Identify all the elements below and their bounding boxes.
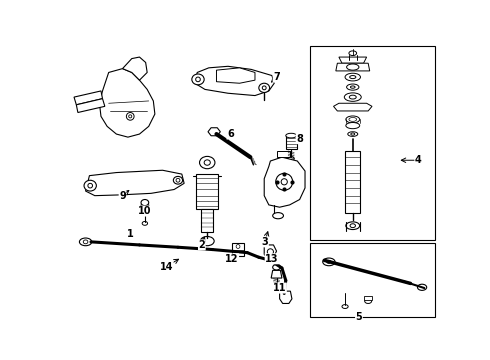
Text: 12: 12 (225, 254, 239, 264)
Ellipse shape (196, 77, 200, 82)
Ellipse shape (349, 95, 356, 99)
Ellipse shape (262, 86, 266, 90)
Polygon shape (339, 57, 367, 63)
Ellipse shape (141, 199, 149, 206)
Ellipse shape (288, 157, 294, 161)
Ellipse shape (192, 74, 204, 85)
Text: 8: 8 (296, 134, 303, 144)
Polygon shape (208, 128, 220, 136)
Ellipse shape (348, 132, 358, 136)
Text: 10: 10 (138, 206, 151, 216)
Polygon shape (276, 151, 290, 157)
Ellipse shape (199, 156, 215, 169)
Polygon shape (122, 57, 147, 80)
Bar (345, 151, 361, 213)
Ellipse shape (176, 178, 180, 182)
Ellipse shape (350, 76, 356, 78)
Text: 5: 5 (356, 311, 362, 321)
Ellipse shape (417, 284, 427, 291)
Ellipse shape (286, 133, 296, 138)
Ellipse shape (346, 84, 359, 90)
Polygon shape (334, 103, 372, 111)
Text: 4: 4 (415, 155, 421, 165)
Ellipse shape (281, 179, 287, 185)
Ellipse shape (350, 86, 355, 88)
Ellipse shape (326, 260, 331, 264)
Text: 11: 11 (273, 283, 286, 293)
Text: 2: 2 (198, 240, 205, 250)
Polygon shape (264, 245, 276, 259)
Polygon shape (271, 270, 282, 278)
Text: 14: 14 (160, 261, 173, 271)
Ellipse shape (173, 176, 183, 184)
Polygon shape (74, 91, 102, 105)
Ellipse shape (204, 160, 210, 165)
Polygon shape (99, 69, 155, 137)
Polygon shape (280, 291, 292, 303)
Ellipse shape (84, 180, 97, 191)
Ellipse shape (351, 133, 355, 135)
Ellipse shape (349, 117, 357, 121)
Ellipse shape (259, 83, 270, 93)
Ellipse shape (346, 64, 359, 70)
Text: 6: 6 (227, 129, 234, 139)
Ellipse shape (349, 51, 357, 55)
Polygon shape (365, 296, 372, 300)
Text: 1: 1 (127, 229, 134, 239)
Bar (311, 45, 435, 239)
Ellipse shape (276, 173, 293, 190)
Polygon shape (86, 170, 184, 195)
Ellipse shape (83, 240, 88, 244)
Polygon shape (195, 66, 274, 95)
Ellipse shape (346, 222, 360, 230)
Text: 7: 7 (273, 72, 280, 82)
Polygon shape (336, 63, 370, 71)
Bar (311, 243, 435, 316)
Bar (196, 174, 218, 209)
Ellipse shape (350, 224, 355, 228)
Ellipse shape (268, 249, 273, 255)
Ellipse shape (88, 183, 93, 188)
Ellipse shape (129, 115, 132, 118)
Ellipse shape (323, 258, 335, 266)
Polygon shape (232, 243, 244, 256)
Ellipse shape (273, 287, 280, 291)
Ellipse shape (272, 265, 280, 270)
Polygon shape (217, 68, 255, 83)
Ellipse shape (365, 299, 371, 303)
Bar (286, 136, 296, 149)
Ellipse shape (79, 238, 92, 246)
Text: 13: 13 (265, 254, 279, 264)
Ellipse shape (342, 305, 348, 309)
Ellipse shape (236, 244, 240, 248)
Polygon shape (140, 205, 150, 214)
Ellipse shape (200, 237, 214, 246)
Polygon shape (76, 99, 105, 112)
Ellipse shape (344, 93, 361, 101)
Text: 9: 9 (119, 191, 126, 201)
Ellipse shape (345, 73, 361, 81)
Ellipse shape (346, 122, 360, 129)
Ellipse shape (126, 112, 134, 120)
Text: 3: 3 (262, 237, 269, 247)
Bar (201, 209, 214, 232)
Ellipse shape (346, 116, 360, 123)
Ellipse shape (273, 213, 283, 219)
Polygon shape (264, 157, 305, 207)
Ellipse shape (142, 221, 147, 225)
